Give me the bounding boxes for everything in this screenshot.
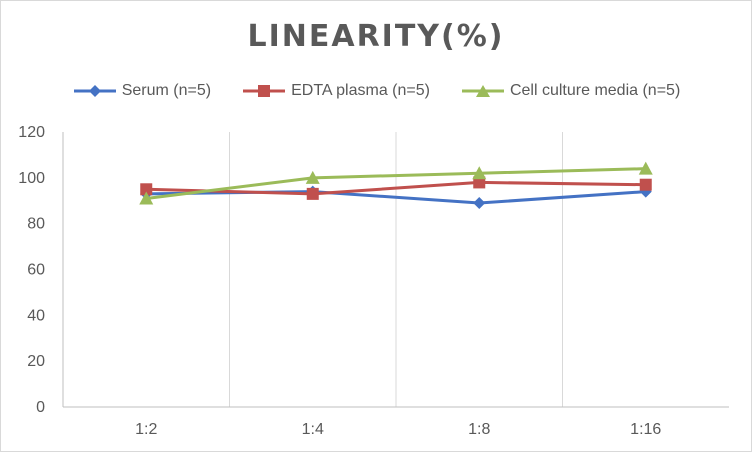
data-point-cell-culture-media [472,166,487,180]
y-tick-label: 80 [27,216,45,233]
legend-swatch-cell-culture-media [461,85,504,97]
y-tick-label: 20 [27,353,45,370]
y-tick-label: 60 [27,262,45,279]
data-point-cell-culture-media [305,170,320,184]
legend-item-serum: Serum (n=5) [73,82,212,100]
x-tick-label: 1:8 [468,421,490,438]
legend-item-edta-plasma: EDTA plasma (n=5) [243,82,430,100]
chart-title: LINEARITY(%) [247,19,505,54]
y-tick-label: 100 [18,170,45,187]
data-point-serum [473,197,486,210]
x-tick-label: 1:16 [630,421,661,438]
y-tick-label: 40 [27,307,45,324]
legend-item-cell-culture-media: Cell culture media (n=5) [461,82,681,100]
legend-swatch-serum [73,85,116,97]
data-point-edta-plasma [140,183,153,196]
data-point-edta-plasma [306,187,319,200]
data-point-cell-culture-media [139,191,154,205]
data-point-cell-culture-media [638,161,653,175]
data-point-edta-plasma [639,178,652,191]
x-tick-label: 1:2 [135,421,157,438]
y-tick-label: 0 [36,399,45,416]
data-point-edta-plasma [473,176,486,189]
series-line-cell-culture-media [146,167,646,200]
legend-label-serum: Serum (n=5) [121,82,212,99]
legend-label-cell-culture-media: Cell culture media (n=5) [509,82,681,99]
legend: Serum (n=5) EDTA plasma (n=5) Cell cultu… [1,79,752,103]
series-line-edta-plasma [146,180,646,196]
y-tick-label: 120 [18,124,45,141]
x-tick-label: 1:4 [302,421,324,438]
legend-label-edta-plasma: EDTA plasma (n=5) [291,82,430,99]
legend-swatch-edta-plasma [243,85,286,97]
